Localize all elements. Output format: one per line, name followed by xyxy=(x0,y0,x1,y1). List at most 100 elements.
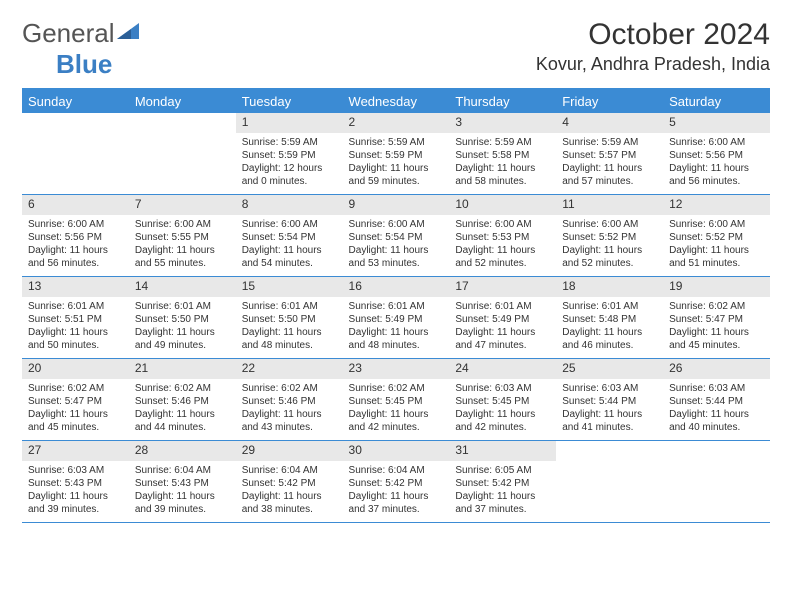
day-number: 28 xyxy=(129,441,236,461)
day-number: 31 xyxy=(449,441,556,461)
day-cell: Sunrise: 5:59 AMSunset: 5:59 PMDaylight:… xyxy=(236,133,343,195)
daylight-text: Daylight: 11 hours and 41 minutes. xyxy=(562,408,657,434)
daylight-text: Daylight: 11 hours and 45 minutes. xyxy=(28,408,123,434)
day-content-row: Sunrise: 6:03 AMSunset: 5:43 PMDaylight:… xyxy=(22,461,770,523)
day-cell: Sunrise: 6:02 AMSunset: 5:46 PMDaylight:… xyxy=(129,379,236,441)
sunrise-text: Sunrise: 6:03 AM xyxy=(28,464,123,477)
daylight-text: Daylight: 11 hours and 54 minutes. xyxy=(242,244,337,270)
day-number: 7 xyxy=(129,195,236,215)
day-content-row: Sunrise: 6:01 AMSunset: 5:51 PMDaylight:… xyxy=(22,297,770,359)
day-content-row: Sunrise: 6:02 AMSunset: 5:47 PMDaylight:… xyxy=(22,379,770,441)
sunset-text: Sunset: 5:42 PM xyxy=(242,477,337,490)
daylight-text: Daylight: 11 hours and 42 minutes. xyxy=(455,408,550,434)
sunset-text: Sunset: 5:42 PM xyxy=(455,477,550,490)
day-number-row: 13141516171819 xyxy=(22,277,770,297)
sunrise-text: Sunrise: 6:01 AM xyxy=(28,300,123,313)
sunset-text: Sunset: 5:47 PM xyxy=(669,313,764,326)
sunset-text: Sunset: 5:48 PM xyxy=(562,313,657,326)
logo-triangle-icon xyxy=(117,21,141,46)
day-cell: Sunrise: 6:01 AMSunset: 5:49 PMDaylight:… xyxy=(449,297,556,359)
daylight-text: Daylight: 11 hours and 51 minutes. xyxy=(669,244,764,270)
day-number: 13 xyxy=(22,277,129,297)
day-cell: Sunrise: 5:59 AMSunset: 5:59 PMDaylight:… xyxy=(343,133,450,195)
day-cell: Sunrise: 6:00 AMSunset: 5:53 PMDaylight:… xyxy=(449,215,556,277)
sunrise-text: Sunrise: 6:02 AM xyxy=(135,382,230,395)
sunset-text: Sunset: 5:56 PM xyxy=(28,231,123,244)
sunset-text: Sunset: 5:45 PM xyxy=(349,395,444,408)
day-cell: Sunrise: 6:03 AMSunset: 5:44 PMDaylight:… xyxy=(663,379,770,441)
day-cell: Sunrise: 6:04 AMSunset: 5:43 PMDaylight:… xyxy=(129,461,236,523)
sunrise-text: Sunrise: 6:00 AM xyxy=(669,136,764,149)
daylight-text: Daylight: 11 hours and 48 minutes. xyxy=(349,326,444,352)
day-number: 26 xyxy=(663,359,770,379)
day-number-row: 6789101112 xyxy=(22,195,770,215)
day-cell: Sunrise: 6:01 AMSunset: 5:49 PMDaylight:… xyxy=(343,297,450,359)
sunset-text: Sunset: 5:46 PM xyxy=(135,395,230,408)
sunset-text: Sunset: 5:50 PM xyxy=(242,313,337,326)
sunset-text: Sunset: 5:59 PM xyxy=(349,149,444,162)
day-cell: Sunrise: 5:59 AMSunset: 5:57 PMDaylight:… xyxy=(556,133,663,195)
day-number: 11 xyxy=(556,195,663,215)
logo: General xyxy=(22,18,143,49)
day-number-row: 2728293031 xyxy=(22,441,770,461)
daylight-text: Daylight: 12 hours and 0 minutes. xyxy=(242,162,337,188)
sunset-text: Sunset: 5:56 PM xyxy=(669,149,764,162)
day-cell: Sunrise: 6:00 AMSunset: 5:56 PMDaylight:… xyxy=(663,133,770,195)
day-number: 23 xyxy=(343,359,450,379)
day-cell: Sunrise: 6:01 AMSunset: 5:50 PMDaylight:… xyxy=(236,297,343,359)
sunset-text: Sunset: 5:53 PM xyxy=(455,231,550,244)
day-cell: Sunrise: 6:05 AMSunset: 5:42 PMDaylight:… xyxy=(449,461,556,523)
day-number xyxy=(663,441,770,461)
day-number: 16 xyxy=(343,277,450,297)
sunrise-text: Sunrise: 6:04 AM xyxy=(135,464,230,477)
day-content-row: Sunrise: 5:59 AMSunset: 5:59 PMDaylight:… xyxy=(22,133,770,195)
sunrise-text: Sunrise: 6:00 AM xyxy=(349,218,444,231)
sunset-text: Sunset: 5:49 PM xyxy=(455,313,550,326)
day-cell: Sunrise: 6:04 AMSunset: 5:42 PMDaylight:… xyxy=(236,461,343,523)
day-cell: Sunrise: 6:00 AMSunset: 5:52 PMDaylight:… xyxy=(556,215,663,277)
sunrise-text: Sunrise: 6:00 AM xyxy=(455,218,550,231)
day-number: 29 xyxy=(236,441,343,461)
daylight-text: Daylight: 11 hours and 46 minutes. xyxy=(562,326,657,352)
daylight-text: Daylight: 11 hours and 40 minutes. xyxy=(669,408,764,434)
sunrise-text: Sunrise: 6:00 AM xyxy=(669,218,764,231)
sunrise-text: Sunrise: 6:02 AM xyxy=(349,382,444,395)
daylight-text: Daylight: 11 hours and 38 minutes. xyxy=(242,490,337,516)
daylight-text: Daylight: 11 hours and 59 minutes. xyxy=(349,162,444,188)
day-number: 15 xyxy=(236,277,343,297)
day-cell: Sunrise: 6:00 AMSunset: 5:54 PMDaylight:… xyxy=(236,215,343,277)
sunset-text: Sunset: 5:52 PM xyxy=(669,231,764,244)
day-cell: Sunrise: 6:02 AMSunset: 5:47 PMDaylight:… xyxy=(663,297,770,359)
sunset-text: Sunset: 5:43 PM xyxy=(28,477,123,490)
day-cell: Sunrise: 6:00 AMSunset: 5:55 PMDaylight:… xyxy=(129,215,236,277)
day-number: 14 xyxy=(129,277,236,297)
day-cell: Sunrise: 6:00 AMSunset: 5:52 PMDaylight:… xyxy=(663,215,770,277)
day-cell: Sunrise: 6:00 AMSunset: 5:56 PMDaylight:… xyxy=(22,215,129,277)
sunrise-text: Sunrise: 6:03 AM xyxy=(455,382,550,395)
day-number: 1 xyxy=(236,113,343,133)
sunset-text: Sunset: 5:43 PM xyxy=(135,477,230,490)
sunset-text: Sunset: 5:59 PM xyxy=(242,149,337,162)
day-number: 8 xyxy=(236,195,343,215)
sunset-text: Sunset: 5:58 PM xyxy=(455,149,550,162)
sunrise-text: Sunrise: 6:01 AM xyxy=(135,300,230,313)
sunrise-text: Sunrise: 6:00 AM xyxy=(28,218,123,231)
day-number: 9 xyxy=(343,195,450,215)
sunrise-text: Sunrise: 6:01 AM xyxy=(562,300,657,313)
daylight-text: Daylight: 11 hours and 56 minutes. xyxy=(669,162,764,188)
sunrise-text: Sunrise: 6:03 AM xyxy=(669,382,764,395)
month-title: October 2024 xyxy=(536,18,770,52)
day-number: 2 xyxy=(343,113,450,133)
day-cell xyxy=(22,133,129,195)
day-header: Saturday xyxy=(663,89,770,113)
daylight-text: Daylight: 11 hours and 58 minutes. xyxy=(455,162,550,188)
day-number: 24 xyxy=(449,359,556,379)
daylight-text: Daylight: 11 hours and 39 minutes. xyxy=(28,490,123,516)
sunrise-text: Sunrise: 6:01 AM xyxy=(349,300,444,313)
sunrise-text: Sunrise: 6:00 AM xyxy=(562,218,657,231)
sunset-text: Sunset: 5:42 PM xyxy=(349,477,444,490)
day-header: Monday xyxy=(129,89,236,113)
sunrise-text: Sunrise: 6:02 AM xyxy=(669,300,764,313)
day-content-row: Sunrise: 6:00 AMSunset: 5:56 PMDaylight:… xyxy=(22,215,770,277)
day-cell: Sunrise: 6:03 AMSunset: 5:43 PMDaylight:… xyxy=(22,461,129,523)
